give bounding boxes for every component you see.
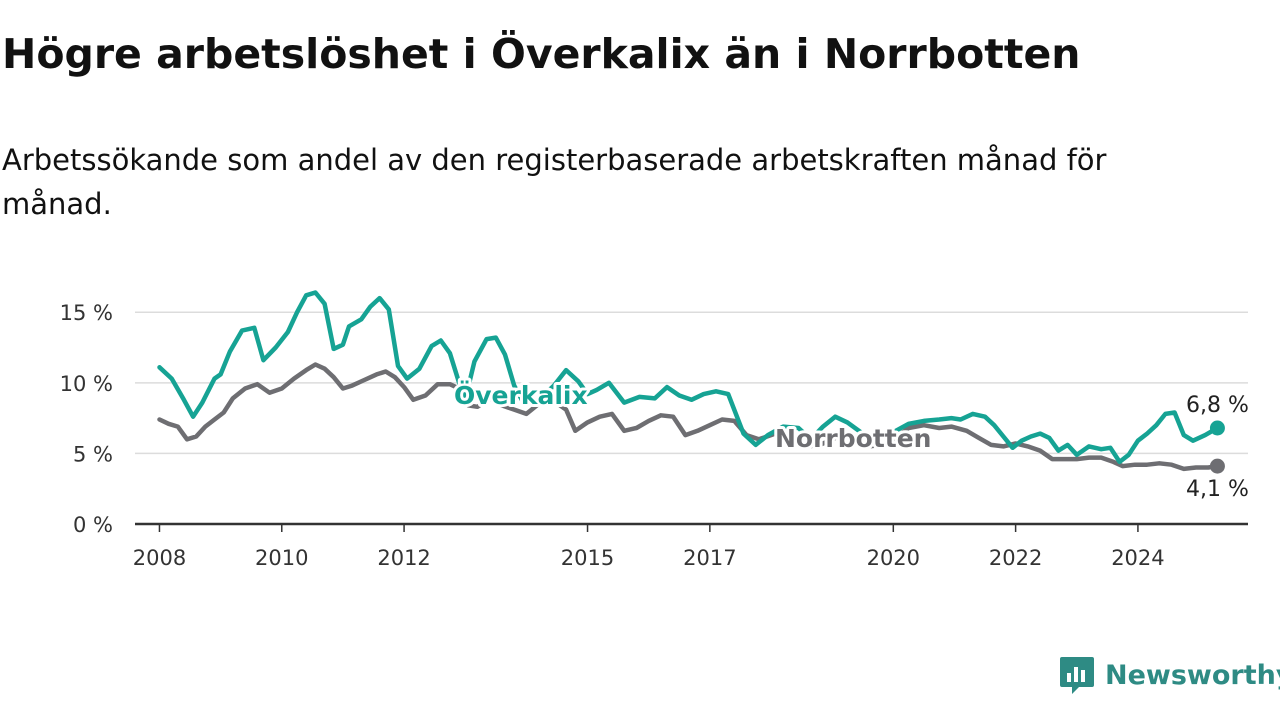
y-axis: 0 % 5 % 10 % 15 %	[60, 301, 113, 537]
x-tick-label: 2022	[989, 546, 1042, 570]
end-value-label-overkalix: 6,8 %	[1186, 393, 1249, 418]
series-label-norrbotten: Norrbotten	[775, 424, 931, 453]
x-tick-label: 2012	[377, 546, 430, 570]
series-line-norrbotten	[157, 362, 1220, 472]
x-tick-label: 2008	[133, 546, 186, 570]
series-label-overkalix: Överkalix	[454, 380, 588, 410]
x-tick-label: 2015	[561, 546, 614, 570]
series-end-point-norrbotten	[1209, 458, 1225, 474]
series-line-overkalix	[157, 290, 1220, 465]
x-axis: 2008 2010 2012 2015 2017 2020 2022 2024	[133, 522, 1248, 570]
x-tick-label: 2017	[683, 546, 736, 570]
y-tick-label: 15 %	[60, 301, 113, 325]
series-end-point-overkalix	[1209, 420, 1225, 436]
brand-logo: Newsworthy	[1059, 654, 1280, 696]
brand-name: Newsworthy	[1105, 659, 1280, 691]
chart-subtitle: Arbetssökande som andel av den registerb…	[2, 143, 1107, 221]
y-tick-label: 0 %	[73, 513, 113, 537]
y-tick-label: 10 %	[60, 372, 113, 396]
newsworthy-logo-icon	[1060, 657, 1094, 694]
x-tick-label: 2010	[255, 546, 308, 570]
gridlines	[135, 311, 1248, 455]
x-tick-label: 2020	[867, 546, 920, 570]
end-value-label-norrbotten: 4,1 %	[1186, 477, 1249, 502]
series-lines	[157, 290, 1225, 474]
series-labels: Överkalix Norrbotten 6,8 % 4,1 %	[451, 377, 1251, 505]
chart-title: Högre arbetslöshet i Överkalix än i Norr…	[2, 30, 1081, 78]
x-tick-label: 2024	[1111, 546, 1164, 570]
y-tick-label: 5 %	[73, 442, 113, 466]
